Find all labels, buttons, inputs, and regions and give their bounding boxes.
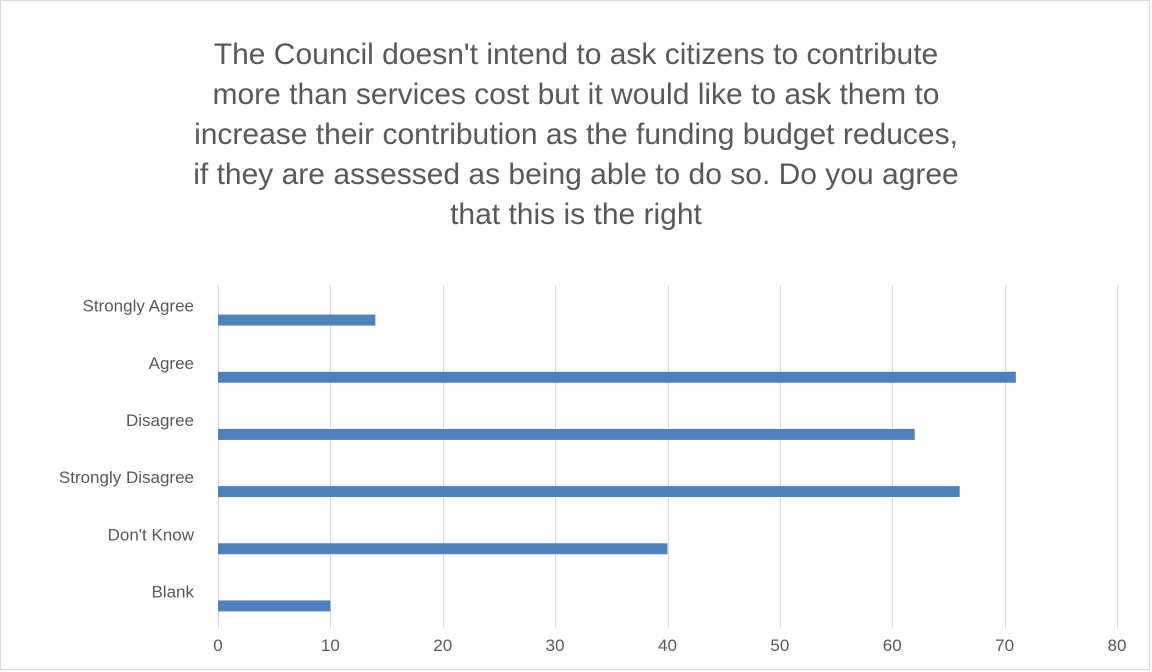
x-tick-label: 70	[995, 636, 1014, 655]
bar	[218, 486, 960, 498]
category-label: Disagree	[126, 411, 194, 430]
x-tick-label: 10	[321, 636, 340, 655]
chart-title-line: increase their contribution as the fundi…	[194, 118, 958, 151]
bar	[218, 600, 331, 612]
x-tick-label: 60	[883, 636, 902, 655]
chart-title-line: more than services cost but it would lik…	[212, 78, 940, 111]
chart-title-line: The Council doesn't intend to ask citize…	[213, 38, 939, 71]
gridlines	[218, 285, 1118, 628]
category-label: Strongly Agree	[82, 297, 194, 316]
x-tick-label: 50	[770, 636, 789, 655]
bar	[218, 314, 376, 326]
category-label: Strongly Disagree	[59, 468, 194, 487]
bar	[218, 428, 915, 440]
x-tick-label: 80	[1108, 636, 1127, 655]
bars	[218, 314, 1016, 612]
x-tick-label: 20	[433, 636, 452, 655]
x-tick-label: 0	[213, 636, 222, 655]
chart-title-line: if they are assessed as being able to do…	[193, 158, 959, 191]
category-label: Don't Know	[108, 525, 195, 544]
bar	[218, 371, 1016, 383]
category-labels: Strongly Agree Agree Disagree Strongly Disa…	[59, 297, 195, 602]
x-tick-label: 30	[546, 636, 565, 655]
chart-title-line: that this is the right	[450, 198, 702, 231]
x-tick-label: 40	[658, 636, 677, 655]
category-label: Agree	[149, 354, 194, 373]
bar	[218, 543, 668, 555]
chart-title: The Council doesn't intend to ask citize…	[111, 35, 1041, 235]
x-axis-tick-labels: 0 10 20 30 40 50 60 70 80	[213, 636, 1126, 655]
category-label: Blank	[151, 582, 194, 601]
